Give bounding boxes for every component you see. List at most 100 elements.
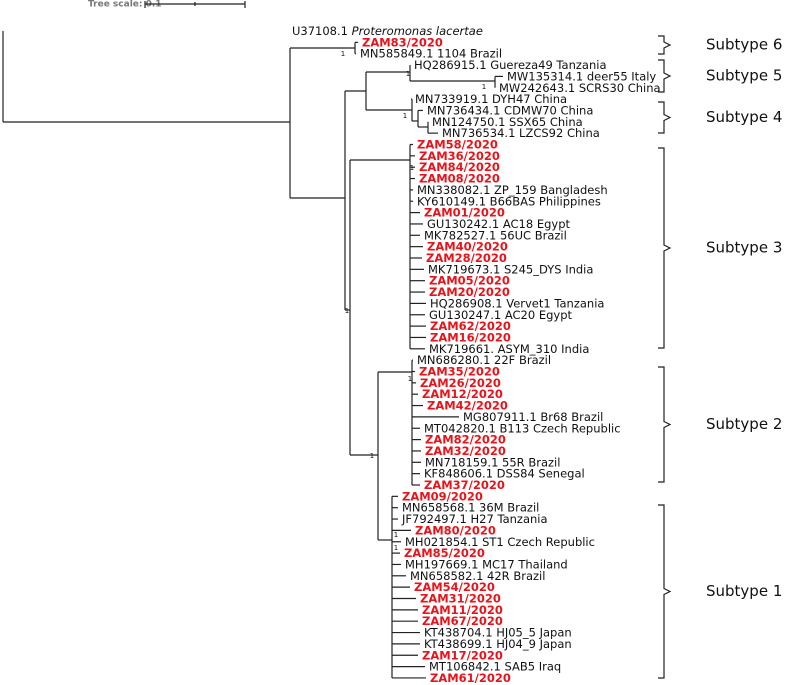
leaf-name: ZAM26/2020 [420, 375, 501, 389]
leaf-species: Proteromonas lacertae [352, 24, 483, 38]
leaf-label: ZAM83/2020 [362, 35, 443, 49]
leaf-label: U37108.1 Proteromonas lacertae [292, 24, 483, 38]
leaf-label: ZAM12/2020 [422, 387, 503, 401]
leaf-label: ZAM58/2020 [417, 137, 498, 151]
bootstrap-value: 1 [410, 164, 414, 172]
leaf-name: GU130247.1 AC20 Egypt [429, 307, 573, 321]
scale-bar [144, 1, 246, 8]
leaf-name: ZAM42/2020 [427, 398, 508, 412]
leaf-label: MG807911.1 Br68 Brazil [463, 409, 603, 423]
leaf-name: MK719661. ASYM_310 India [429, 341, 589, 355]
leaf-label: ZAM28/2020 [426, 251, 507, 265]
leaf-label: MN124750.1 SSX65 China [432, 114, 583, 128]
leaf-label: ZAM01/2020 [424, 205, 505, 219]
bootstrap-value: 1 [403, 112, 407, 120]
leaf-label: MK719661. ASYM_310 India [429, 341, 589, 355]
leaf-label: ZAM54/2020 [414, 580, 495, 594]
subtype-bracket [658, 59, 672, 93]
leaf-name: ZAM35/2020 [419, 364, 500, 378]
leaf-name: MK719673.1 S245_DYS India [428, 262, 593, 276]
leaf-name: ZAM32/2020 [425, 443, 506, 457]
leaf-name: ZAM28/2020 [426, 251, 507, 265]
leaf-label: ZAM40/2020 [427, 239, 508, 253]
leaf-label: MN733919.1 DYH47 China [415, 92, 567, 106]
leaf-name: MH021854.1 ST1 Czech Republic [405, 534, 595, 548]
leaf-label: ZAM85/2020 [404, 546, 485, 560]
leaf-name: HQ286908.1 Vervet1 Tanzania [430, 296, 604, 310]
leaf-name: MN658568.1 36M Brazil [402, 500, 539, 514]
leaf-label: ZAM26/2020 [420, 375, 501, 389]
leaf-label: GU130242.1 AC18 Egypt [427, 216, 571, 230]
leaf-name: MH197669.1 MC17 Thailand [405, 557, 568, 571]
subtype-label: Subtype 5 [706, 67, 782, 85]
leaf-label: MW135314.1 deer55 Italy [507, 69, 656, 83]
leaf-label: ZAM67/2020 [422, 614, 503, 628]
leaf-label: KT438704.1 HJ05_5 Japan [424, 625, 572, 639]
subtype-bracket [658, 35, 672, 55]
leaf-label: MN338082.1 ZP_159 Bangladesh [417, 182, 608, 196]
leaf-name: ZAM80/2020 [415, 523, 496, 537]
leaf-name: U37108.1 [292, 24, 348, 38]
bootstrap-value: 1 [406, 70, 410, 78]
leaf-label: ZAM62/2020 [430, 319, 511, 333]
leaf-label: ZAM36/2020 [419, 148, 500, 162]
bootstrap-value: 1 [341, 50, 345, 58]
leaf-name: ZAM40/2020 [427, 239, 508, 253]
leaf-label: MH197669.1 MC17 Thailand [405, 557, 568, 571]
leaf-label: ZAM05/2020 [429, 273, 510, 287]
leaf-name: MN658582.1 42R Brazil [410, 568, 545, 582]
leaf-label: ZAM20/2020 [429, 285, 510, 299]
leaf-name: ZAM09/2020 [402, 489, 483, 503]
leaf-label: MN736534.1 LZCS92 China [442, 126, 600, 140]
leaf-name: ZAM01/2020 [424, 205, 505, 219]
leaf-name: ZAM05/2020 [429, 273, 510, 287]
bootstrap-value: 1 [482, 83, 486, 91]
leaf-name: ZAM11/2020 [422, 602, 503, 616]
leaf-name: ZAM17/2020 [422, 648, 503, 662]
leaf-name: MN736434.1 CDMW70 China [427, 103, 593, 117]
leaf-label: HQ286915.1 Guereza49 Tanzania [414, 58, 607, 72]
leaf-name: MN338082.1 ZP_159 Bangladesh [417, 182, 608, 196]
leaf-label: ZAM84/2020 [419, 160, 500, 174]
leaf-label: MN658568.1 36M Brazil [402, 500, 539, 514]
subtype-label: Subtype 2 [706, 415, 782, 433]
leaf-name: ZAM36/2020 [419, 148, 500, 162]
leaf-label: MN736434.1 CDMW70 China [427, 103, 593, 117]
bootstrap-value: 1 [345, 307, 349, 315]
subtype-label: Subtype 6 [706, 36, 782, 54]
leaf-name: ZAM84/2020 [419, 160, 500, 174]
tree-scale-label: Tree scale: 0.1 [88, 0, 162, 10]
subtype-label: Subtype 4 [706, 108, 782, 126]
bootstrap-value: 1 [370, 452, 374, 460]
leaf-name: MN686280.1 22F Brazil [417, 353, 551, 367]
bootstrap-value: 1 [394, 531, 398, 539]
leaf-name: ZAM37/2020 [424, 478, 505, 492]
leaf-name: MT106842.1 SAB5 Iraq [429, 659, 561, 673]
leaf-label: ZAM32/2020 [425, 443, 506, 457]
subtype-bracket [658, 147, 672, 349]
leaf-name: ZAM61/2020 [430, 670, 511, 684]
subtype-bracket [658, 366, 672, 483]
leaf-label: KF848606.1 DSS84 Senegal [424, 466, 585, 480]
leaf-name: ZAM82/2020 [425, 432, 506, 446]
leaf-label: ZAM17/2020 [422, 648, 503, 662]
leaf-name: ZAM20/2020 [429, 285, 510, 299]
leaf-name: ZAM83/2020 [362, 35, 443, 49]
leaf-label: MH021854.1 ST1 Czech Republic [405, 534, 595, 548]
leaf-name: MW242643.1 SCRS30 China [499, 80, 661, 94]
leaf-label: KY610149.1 B66BAS Philippines [417, 194, 601, 208]
subtype-bracket [658, 504, 672, 679]
leaf-label: MN686280.1 22F Brazil [417, 353, 551, 367]
leaf-label: MK719673.1 S245_DYS India [428, 262, 593, 276]
leaf-name: ZAM58/2020 [417, 137, 498, 151]
leaf-name: KY610149.1 B66BAS Philippines [417, 194, 601, 208]
leaf-label: JF792497.1 H27 Tanzania [401, 512, 548, 526]
leaf-label: HQ286908.1 Vervet1 Tanzania [430, 296, 604, 310]
leaf-label: ZAM31/2020 [420, 591, 501, 605]
leaf-label: ZAM35/2020 [419, 364, 500, 378]
leaf-label: MT042820.1 B113 Czech Republic [424, 421, 621, 435]
leaf-name: MN124750.1 SSX65 China [432, 114, 583, 128]
leaf-name: KT438699.1 HJ04_9 Japan [424, 636, 572, 650]
leaf-label: ZAM42/2020 [427, 398, 508, 412]
leaf-name: ZAM54/2020 [414, 580, 495, 594]
